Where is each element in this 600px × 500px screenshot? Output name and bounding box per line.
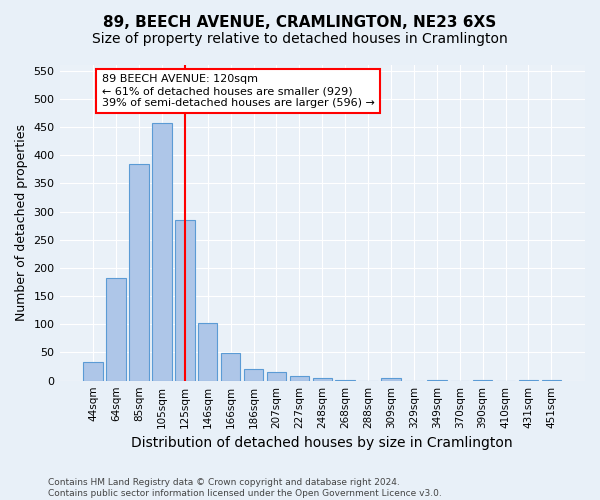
Y-axis label: Number of detached properties: Number of detached properties bbox=[15, 124, 28, 322]
Bar bbox=[244, 370, 263, 380]
Bar bbox=[313, 378, 332, 380]
Text: Size of property relative to detached houses in Cramlington: Size of property relative to detached ho… bbox=[92, 32, 508, 46]
Bar bbox=[106, 278, 126, 380]
Bar bbox=[152, 123, 172, 380]
Bar bbox=[221, 353, 241, 380]
Text: 89, BEECH AVENUE, CRAMLINGTON, NE23 6XS: 89, BEECH AVENUE, CRAMLINGTON, NE23 6XS bbox=[103, 15, 497, 30]
X-axis label: Distribution of detached houses by size in Cramlington: Distribution of detached houses by size … bbox=[131, 436, 513, 450]
Bar bbox=[83, 362, 103, 380]
Bar bbox=[175, 220, 194, 380]
Bar bbox=[198, 322, 217, 380]
Text: 89 BEECH AVENUE: 120sqm
← 61% of detached houses are smaller (929)
39% of semi-d: 89 BEECH AVENUE: 120sqm ← 61% of detache… bbox=[101, 74, 374, 108]
Bar bbox=[267, 372, 286, 380]
Bar bbox=[129, 164, 149, 380]
Bar bbox=[290, 376, 309, 380]
Bar bbox=[381, 378, 401, 380]
Text: Contains HM Land Registry data © Crown copyright and database right 2024.
Contai: Contains HM Land Registry data © Crown c… bbox=[48, 478, 442, 498]
